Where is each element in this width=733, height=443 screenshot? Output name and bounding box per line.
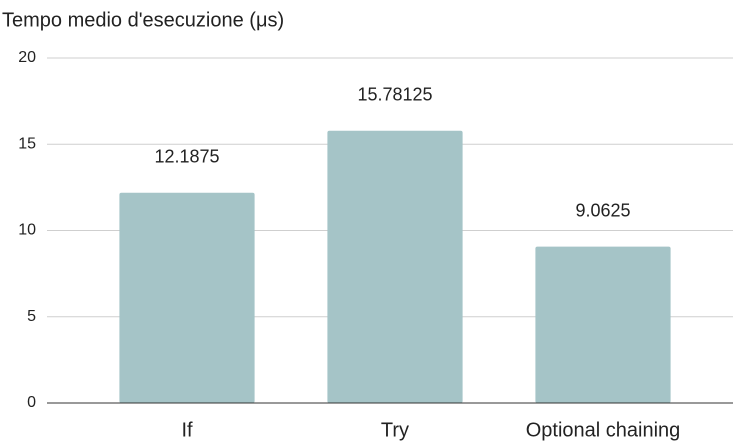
x-tick-label: If xyxy=(181,419,193,441)
y-tick-label: 15 xyxy=(18,135,36,152)
data-label: 9.0625 xyxy=(575,200,630,220)
x-tick-label: Optional chaining xyxy=(526,419,681,441)
bar xyxy=(327,130,463,403)
y-tick-label: 5 xyxy=(27,308,36,325)
y-tick-label: 20 xyxy=(18,49,36,66)
chart-title: Tempo medio d'esecuzione (μs) xyxy=(2,9,284,31)
y-tick-label: 10 xyxy=(18,222,36,239)
data-label: 12.1875 xyxy=(154,147,219,167)
bar xyxy=(535,246,671,403)
bar xyxy=(119,192,255,403)
y-tick-label: 0 xyxy=(27,394,36,411)
x-tick-label: Try xyxy=(381,419,409,441)
data-label: 15.78125 xyxy=(357,85,432,105)
